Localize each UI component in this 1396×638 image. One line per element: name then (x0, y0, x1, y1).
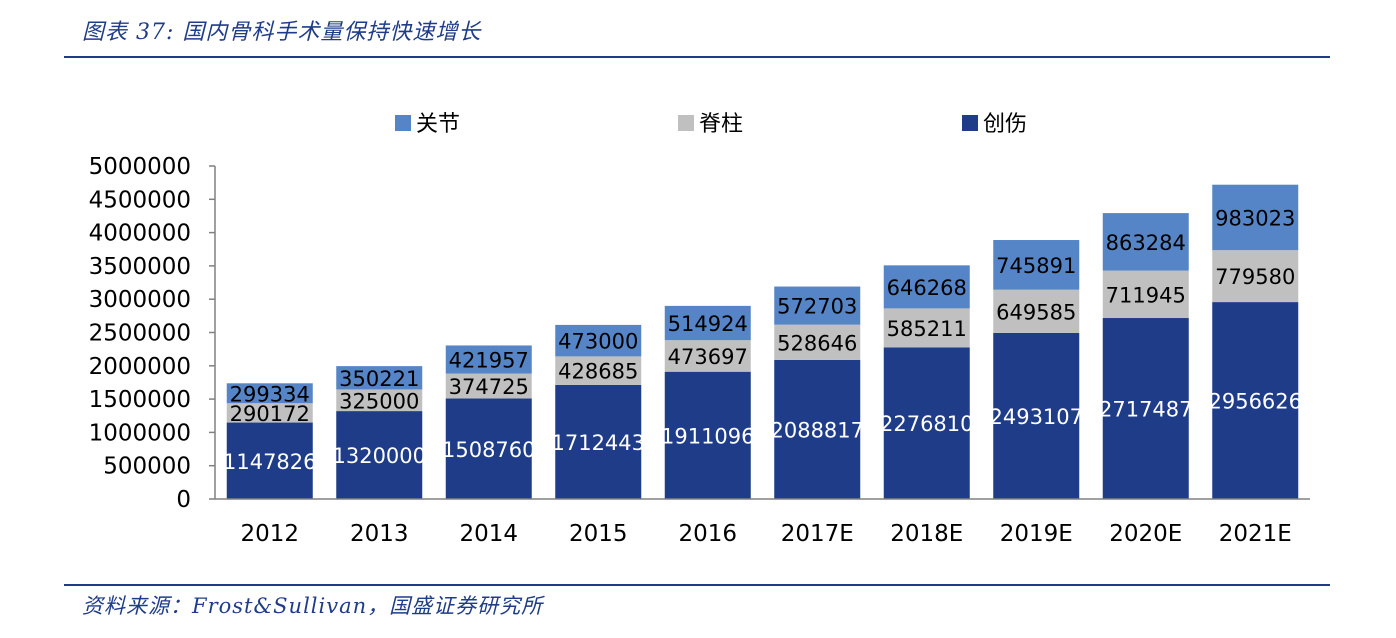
legend-label-1: 脊柱 (699, 112, 743, 137)
data-label-2017e-series-2: 572703 (777, 295, 857, 319)
legend-swatch-0 (395, 115, 411, 131)
y-tick-label: 0 (176, 487, 191, 513)
y-tick-label: 5000000 (89, 154, 191, 180)
data-label-2016-series-0: 1911096 (661, 424, 755, 448)
bar-2019e-series-0 (993, 332, 1080, 499)
y-tick-label: 1000000 (89, 420, 191, 446)
bar-2021e-series-0 (1212, 302, 1299, 499)
x-axis: 2012 2013 2014 2015 2016 2017E 2018E 2019E 2020E… (215, 498, 1310, 547)
data-label-2015-series-1: 428685 (558, 360, 638, 384)
bar-2019e-series-1 (993, 289, 1080, 333)
bar-2015-series-0 (555, 384, 642, 499)
x-tick-label-2018e: 2018E (890, 521, 963, 547)
bar-2013-series-2 (336, 366, 423, 390)
data-label-2013-series-1: 325000 (339, 389, 419, 413)
source-note: 资料来源：Frost&Sullivan，国盛证券研究所 (82, 594, 544, 618)
bar-2020e-series-0 (1102, 318, 1189, 499)
data-label-2016-series-1: 473697 (668, 345, 748, 369)
bar-2018e-series-2 (883, 265, 970, 309)
data-label-2014-series-2: 421957 (449, 349, 529, 373)
bar-2018e-series-1 (883, 308, 970, 348)
figure-title: 图表 37: 国内骨科手术量保持快速增长 (82, 20, 482, 45)
bar-2016-series-1 (664, 340, 751, 372)
y-tick-label: 4500000 (89, 187, 191, 213)
y-tick-label: 3500000 (89, 254, 191, 280)
x-tick-label-2015: 2015 (569, 521, 628, 547)
data-label-2019e-series-2: 745891 (996, 254, 1076, 278)
data-label-2015-series-0: 1712443 (551, 431, 645, 455)
bar-2015-series-2 (555, 324, 642, 357)
legend-swatch-1 (678, 115, 694, 131)
bar-2016-series-0 (664, 371, 751, 499)
x-tick-label-2016: 2016 (678, 521, 737, 547)
data-label-2018e-series-0: 2276810 (880, 412, 974, 436)
data-label-2014-series-0: 1508760 (442, 438, 536, 462)
data-label-2012-series-2: 299334 (230, 382, 310, 406)
bar-2021e-series-1 (1212, 250, 1299, 303)
bar-2020e-series-1 (1102, 270, 1189, 319)
bar-2013-series-1 (336, 389, 423, 412)
data-label-2012-series-1: 290172 (230, 402, 310, 426)
bar-2015-series-1 (555, 356, 642, 385)
bar-2021e-series-2 (1212, 184, 1299, 251)
data-label-2018e-series-1: 585211 (887, 317, 967, 341)
bar-2014-series-2 (445, 345, 532, 374)
bar-2013-series-0 (336, 411, 423, 499)
data-label-2020e-series-1: 711945 (1106, 283, 1186, 307)
data-label-2021e-series-2: 983023 (1215, 206, 1295, 230)
data-label-2013-series-2: 350221 (339, 367, 419, 391)
x-tick-label-2014: 2014 (459, 521, 518, 547)
bar-2017e-series-2 (774, 286, 861, 325)
data-label-2021e-series-1: 779580 (1215, 265, 1295, 289)
y-tick-label: 4000000 (89, 221, 191, 247)
y-tick-label: 1500000 (89, 387, 191, 413)
data-label-2019e-series-1: 649585 (996, 300, 1076, 324)
bar-2012-series-2 (226, 383, 313, 404)
bar-2017e-series-1 (774, 324, 861, 360)
y-tick-label: 3000000 (89, 287, 191, 313)
y-tick-label: 2000000 (89, 354, 191, 380)
bar-2020e-series-2 (1102, 213, 1189, 271)
data-label-2017e-series-0: 2088817 (770, 418, 864, 442)
bar-2012-series-0 (226, 422, 313, 499)
data-label-2021e-series-0: 2956626 (1208, 390, 1302, 414)
x-tick-label-2019e: 2019E (1000, 521, 1073, 547)
x-tick-label-2013: 2013 (350, 521, 409, 547)
legend-label-0: 关节 (416, 112, 460, 137)
data-label-2019e-series-0: 2493107 (989, 405, 1083, 429)
y-tick-label: 2500000 (89, 321, 191, 347)
bar-2016-series-2 (664, 305, 751, 341)
bar-2014-series-0 (445, 398, 532, 499)
bar-2017e-series-0 (774, 359, 861, 499)
data-label-2012-series-0: 1147826 (223, 450, 317, 474)
bar-2012-series-1 (226, 403, 313, 423)
legend-label-2: 创伤 (983, 112, 1027, 137)
bar-2019e-series-2 (993, 240, 1080, 290)
y-tick-label: 500000 (103, 454, 191, 480)
data-label-2013-series-0: 1320000 (332, 444, 426, 468)
chart-legend: 关节 脊柱 创伤 (395, 112, 1027, 137)
data-label-2014-series-1: 374725 (449, 375, 529, 399)
source-rule (64, 584, 1330, 586)
data-label-2016-series-2: 514924 (668, 312, 748, 336)
bar-2018e-series-0 (883, 347, 970, 499)
x-tick-label-2020e: 2020E (1109, 521, 1182, 547)
x-tick-label-2017e: 2017E (781, 521, 854, 547)
title-rule (64, 56, 1330, 58)
data-label-2020e-series-2: 863284 (1106, 231, 1186, 255)
x-tick-label-2012: 2012 (240, 521, 299, 547)
data-label-2017e-series-1: 528646 (777, 331, 857, 355)
x-tick-label-2021e: 2021E (1219, 521, 1292, 547)
y-axis: 0 500000 1000000 1500000 2000000 2500000 30000… (89, 154, 216, 513)
bar-2014-series-1 (445, 373, 532, 399)
data-label-2015-series-2: 473000 (558, 330, 638, 354)
data-label-2020e-series-0: 2717487 (1099, 398, 1193, 422)
data-label-2018e-series-2: 646268 (887, 276, 967, 300)
legend-swatch-2 (962, 115, 978, 131)
